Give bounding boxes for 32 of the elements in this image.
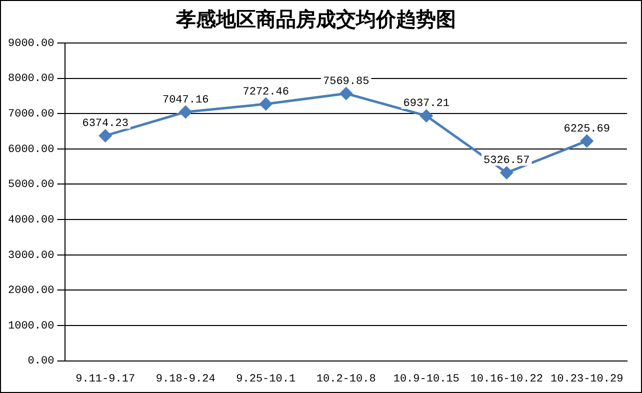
x-tick-label: 10.23-10.29: [550, 373, 624, 386]
data-label: 5326.57: [484, 155, 530, 168]
y-tick-label: 1000.00: [8, 320, 54, 332]
data-label: 6225.69: [564, 123, 610, 136]
point: [420, 110, 433, 122]
x-tick-label: 9.11-9.17: [76, 373, 136, 386]
point: [500, 166, 513, 179]
chart-title: 孝感地区商品房成交均价趋势图: [175, 7, 456, 32]
x-tick-label: 10.2-10.8: [316, 373, 376, 386]
data-label: 7272.46: [242, 86, 289, 98]
y-tick-label: 2000.00: [8, 285, 54, 298]
x-tick-label: 9.25-10.1: [236, 373, 296, 386]
x-tick-label: 10.16-10.22: [470, 373, 543, 386]
point: [99, 129, 112, 142]
data-label: 6374.23: [82, 118, 128, 130]
y-tick-label: 9000.00: [8, 38, 54, 50]
y-tick-label: 8000.00: [8, 73, 54, 86]
point: [340, 87, 352, 100]
y-tick-label: 3000.00: [8, 250, 54, 262]
x-tick-label: 10.9-10.15: [393, 373, 460, 386]
point: [580, 134, 594, 148]
y-tick-label: 6000.00: [8, 144, 54, 156]
data-label: 6937.21: [403, 98, 450, 110]
point: [260, 98, 272, 110]
y-tick-label: 7000.00: [8, 108, 54, 121]
data-label: 7047.16: [162, 94, 209, 106]
x-tick-label: 9.18-9.24: [156, 373, 216, 386]
y-tick-label: 5000.00: [8, 179, 54, 192]
point: [179, 106, 192, 118]
y-tick-label: 0.00: [28, 356, 54, 368]
data-label: 7569.85: [322, 76, 370, 88]
y-tick-label: 4000.00: [8, 214, 54, 226]
